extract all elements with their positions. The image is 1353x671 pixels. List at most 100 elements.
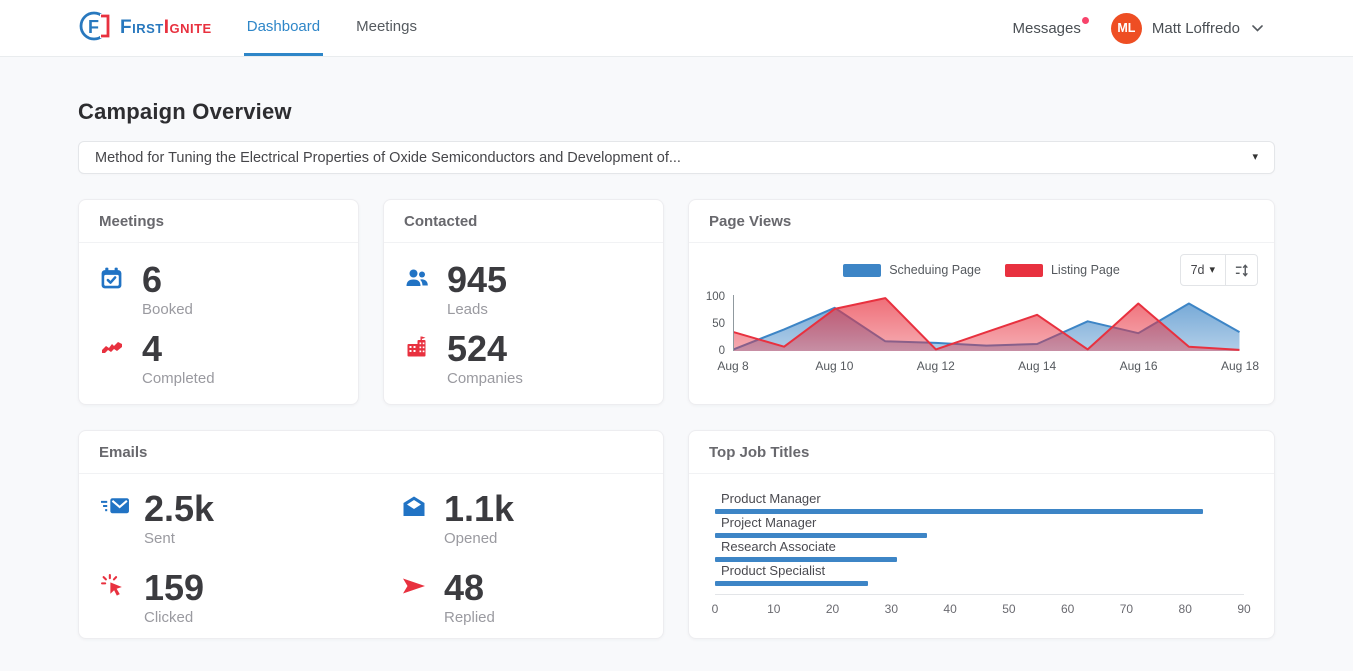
job-title-bar[interactable]: [715, 557, 898, 562]
companies-count: 524: [447, 327, 508, 369]
replied-label: Replied: [444, 608, 495, 626]
x-tick-label: 30: [884, 602, 899, 616]
x-tick-label: 10: [767, 602, 781, 616]
stat-sent: 2.5k Sent: [101, 490, 401, 547]
building-icon: [404, 330, 431, 387]
job-title-row: Product Manager: [715, 492, 1244, 514]
x-tick-label: Aug 14: [1018, 359, 1057, 373]
campaign-select-value: Method for Tuning the Electrical Propert…: [95, 149, 681, 166]
chart-range-control: 7d ▾: [1179, 254, 1258, 286]
stat-replied: 48 Replied: [401, 566, 641, 626]
y-tick-label: 100: [705, 291, 725, 303]
x-tick-label: Aug 18: [1220, 359, 1260, 373]
page-views-area-chart[interactable]: [733, 293, 1240, 355]
page-views-card-title: Page Views: [689, 200, 1274, 243]
tab-dashboard[interactable]: Dashboard: [243, 0, 324, 56]
job-title-bar[interactable]: [715, 581, 868, 586]
y-tick-label: 0: [718, 345, 725, 357]
contacted-card: Contacted 945 Leads: [383, 199, 664, 405]
stat-completed: 4 Completed: [99, 327, 338, 387]
avatar: ML: [1110, 12, 1142, 44]
y-axis-ticks: 0 50 100: [703, 291, 733, 357]
notification-dot: [1081, 16, 1089, 24]
x-tick-label: Aug 8: [717, 359, 749, 373]
job-titles-bar-chart[interactable]: Product Manager Project Manager Research A…: [715, 492, 1244, 586]
cards-row-2: Emails 2.5k Sent: [78, 430, 1275, 639]
x-tick-label: Aug 10: [815, 359, 854, 373]
divider: [1225, 255, 1226, 285]
caret-down-icon: ▾: [1209, 263, 1215, 276]
completed-label: Completed: [142, 369, 215, 387]
leads-count: 945: [447, 259, 508, 300]
dashboard-content: Campaign Overview Method for Tuning the …: [0, 99, 1353, 639]
stat-booked: 6 Booked: [99, 261, 338, 318]
y-tick-label: 50: [712, 318, 725, 330]
mail-open-icon: [401, 490, 428, 547]
brand-wordmark: FirstIgnite: [120, 17, 212, 38]
range-dropdown[interactable]: 7d ▾: [1190, 263, 1215, 277]
x-tick-label: 20: [825, 602, 840, 616]
user-name: Matt Loffredo: [1151, 19, 1240, 37]
x-tick-label: 90: [1237, 602, 1251, 616]
cursor-click-icon: [101, 569, 128, 626]
job-title-label: Project Manager: [721, 515, 817, 530]
x-axis-ticks: Aug 8 Aug 10 Aug 12 Aug 14 Aug 16 Aug 18: [717, 359, 1259, 377]
sort-icon[interactable]: [1226, 255, 1257, 285]
x-tick-label: 60: [1060, 602, 1075, 616]
messages-link[interactable]: Messages: [1013, 16, 1089, 37]
legend-swatch-red: [1004, 263, 1043, 277]
x-tick-label: 50: [1002, 602, 1016, 616]
job-title-label: Research Associate: [721, 539, 836, 554]
job-title-bar[interactable]: [715, 509, 1203, 514]
completed-count: 4: [142, 327, 163, 369]
paper-plane-icon: [401, 569, 428, 626]
chevron-down-icon: [1252, 24, 1263, 32]
job-title-row: Product Specialist: [715, 564, 1244, 586]
page-title: Campaign Overview: [78, 99, 292, 124]
top-job-titles-card-title: Top Job Titles: [689, 431, 1274, 474]
campaign-select[interactable]: Method for Tuning the Electrical Propert…: [78, 141, 1275, 174]
booked-label: Booked: [142, 300, 193, 318]
mail-send-icon: [101, 490, 129, 547]
firstignite-logo[interactable]: F FirstIgnite: [78, 0, 212, 56]
stat-leads: 945 Leads: [404, 261, 643, 318]
leads-label: Leads: [447, 300, 488, 318]
job-title-row: Research Associate: [715, 540, 1244, 562]
calendar-check-icon: [99, 261, 126, 318]
job-title-label: Product Manager: [721, 491, 821, 506]
x-tick-label: Aug 16: [1119, 359, 1158, 373]
handshake-icon: [99, 330, 126, 387]
header-right: Messages ML Matt Loffredo: [1013, 0, 1264, 56]
caret-down-icon: ▾: [1252, 151, 1258, 163]
chart-legend: Scheduing Page Listing Page: [843, 263, 1120, 277]
clicked-count: 159: [144, 566, 205, 608]
job-titles-x-axis: 0 10 20 30 40 50 60 70 80 90: [711, 594, 1251, 618]
firstignite-mark-icon: F: [78, 8, 114, 49]
header-spacer: [420, 0, 1013, 56]
sent-label: Sent: [144, 529, 175, 547]
opened-label: Opened: [444, 529, 498, 547]
meetings-card-title: Meetings: [79, 200, 358, 243]
x-tick-label: 40: [943, 602, 957, 616]
tab-meetings[interactable]: Meetings: [356, 18, 417, 35]
user-menu[interactable]: ML Matt Loffredo: [1110, 12, 1263, 44]
emails-card-title: Emails: [79, 431, 663, 474]
opened-count: 1.1k: [444, 488, 515, 529]
svg-text:F: F: [88, 17, 99, 37]
companies-label: Companies: [447, 369, 523, 387]
stat-companies: 524 Companies: [404, 327, 643, 387]
x-tick-label: Aug 12: [916, 359, 955, 373]
booked-count: 6: [142, 259, 163, 300]
page-views-card: Page Views Scheduing Page Listing Page: [688, 199, 1275, 405]
legend-scheduling-page[interactable]: Scheduing Page: [843, 263, 981, 277]
legend-listing-page[interactable]: Listing Page: [1004, 263, 1120, 277]
stat-opened: 1.1k Opened: [401, 490, 641, 547]
x-tick-label: 0: [711, 602, 719, 616]
sent-count: 2.5k: [144, 488, 215, 529]
main-nav: Dashboard Meetings: [243, 0, 420, 56]
replied-count: 48: [444, 566, 485, 608]
job-title-bar[interactable]: [715, 533, 927, 538]
top-navbar: F FirstIgnite Dashboard Meetings Message…: [0, 0, 1353, 57]
meetings-card: Meetings 6 Booked: [78, 199, 359, 405]
stat-clicked: 159 Clicked: [101, 566, 401, 626]
